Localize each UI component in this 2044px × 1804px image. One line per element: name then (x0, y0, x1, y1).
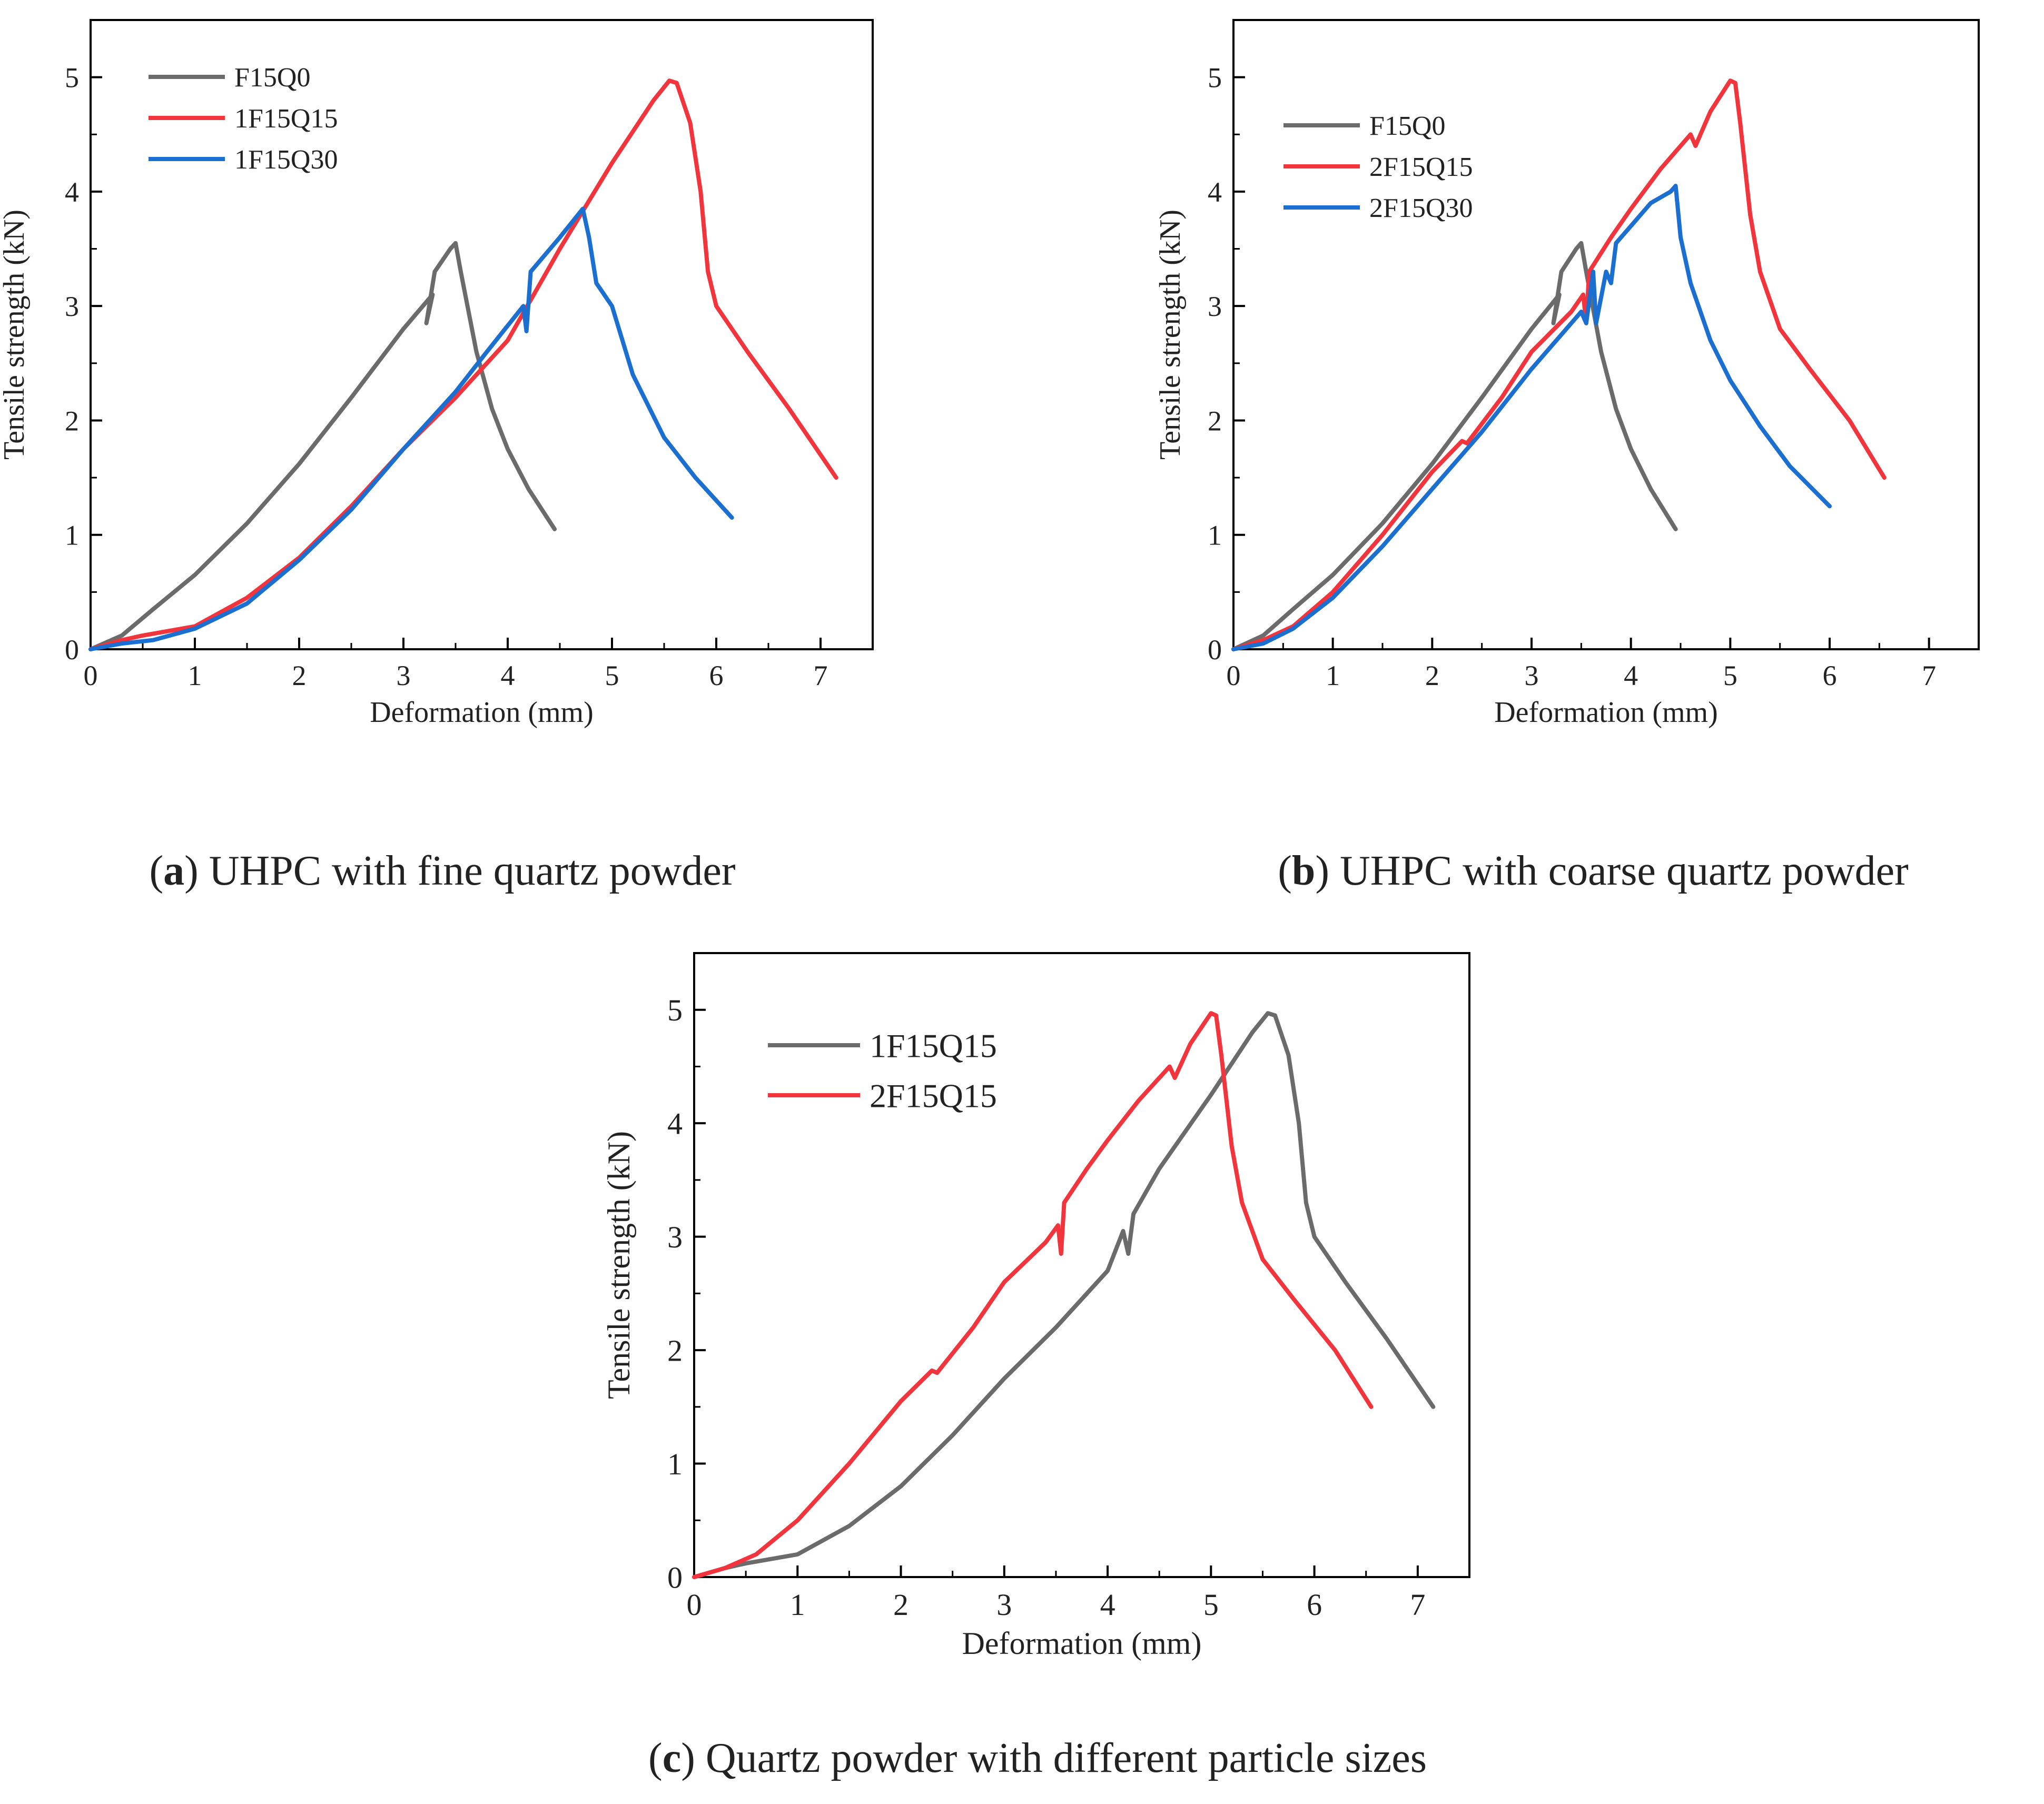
plot-frame (1232, 19, 1980, 650)
x-axis-label: Deformation (mm) (370, 696, 594, 729)
y-tick-label: 0 (1208, 634, 1222, 666)
y-tick-label: 2 (65, 405, 79, 437)
y-tick-label: 1 (667, 1447, 683, 1481)
legend-label: 1F15Q30 (234, 145, 338, 175)
y-tick-label: 3 (667, 1220, 683, 1254)
series-line-f15q0 (88, 241, 557, 651)
y-tick-label: 1 (1208, 520, 1222, 551)
y-tick-label: 1 (65, 520, 79, 551)
caption-b: (b) UHPC with coarse quartz powder (1278, 848, 1909, 894)
x-tick-label: 3 (397, 660, 411, 691)
series-line-2f15q30 (1231, 184, 1832, 651)
series-line-f15q0 (1231, 241, 1678, 651)
y-axis-label: Tensile strength (kN) (0, 210, 31, 460)
legend-label: 2F15Q15 (1369, 152, 1473, 182)
x-axis-label: Deformation (mm) (962, 1626, 1202, 1661)
x-tick-label: 4 (1100, 1588, 1115, 1622)
legend-label: 1F15Q15 (870, 1027, 997, 1064)
series-line-1f15q15 (88, 78, 838, 651)
x-tick-label: 7 (814, 660, 828, 691)
x-tick-label: 7 (1922, 660, 1936, 691)
series-line-1f15q30 (88, 206, 734, 651)
caption-a: (a) UHPC with fine quartz powder (149, 848, 735, 894)
x-tick-label: 1 (1326, 660, 1340, 691)
x-tick-label: 6 (1823, 660, 1837, 691)
x-tick-label: 3 (996, 1588, 1012, 1622)
y-tick-label: 4 (65, 176, 79, 208)
x-tick-label: 5 (1203, 1588, 1219, 1622)
legend-label: F15Q0 (234, 63, 310, 93)
y-tick-label: 2 (667, 1333, 683, 1367)
y-tick-label: 5 (65, 62, 79, 94)
x-tick-label: 2 (1425, 660, 1439, 691)
series-line-2f15q15 (1231, 78, 1887, 651)
y-axis-label: Tensile strength (kN) (601, 1131, 636, 1399)
x-tick-label: 5 (1723, 660, 1737, 691)
y-tick-label: 3 (1208, 291, 1222, 322)
series-line-2f15q15 (692, 1011, 1374, 1579)
x-tick-label: 0 (84, 660, 98, 691)
y-tick-label: 0 (65, 634, 79, 666)
x-tick-label: 1 (790, 1588, 805, 1622)
y-tick-label: 5 (667, 993, 683, 1027)
series-line-1f15q15 (692, 1011, 1436, 1579)
legend-label: F15Q0 (1369, 111, 1445, 141)
legend-label: 1F15Q15 (234, 104, 338, 134)
x-tick-label: 2 (292, 660, 307, 691)
x-tick-label: 6 (1307, 1588, 1322, 1622)
x-tick-label: 4 (501, 660, 515, 691)
x-axis-label: Deformation (mm) (1494, 696, 1718, 729)
chart-panel-a: 0 1 2 3 4 5 6 7 0 1 2 3 4 5 Deformation (mm) Tensile st… (0, 19, 874, 729)
x-tick-label: 6 (709, 660, 724, 691)
plot-frame (90, 19, 874, 650)
y-tick-label: 2 (1208, 405, 1222, 437)
y-tick-label: 4 (1208, 176, 1222, 208)
x-tick-label: 5 (605, 660, 619, 691)
x-tick-label: 0 (687, 1588, 702, 1622)
plot-frame (693, 952, 1470, 1578)
x-tick-label: 4 (1624, 660, 1638, 691)
y-tick-label: 0 (667, 1560, 683, 1594)
x-tick-label: 1 (188, 660, 202, 691)
y-axis-label: Tensile strength (kN) (1154, 210, 1187, 460)
legend-label: 2F15Q15 (870, 1077, 997, 1114)
caption-c: (c) Quartz powder with different particl… (648, 1735, 1427, 1781)
x-tick-label: 3 (1525, 660, 1539, 691)
legend-label: 2F15Q30 (1369, 193, 1473, 223)
y-tick-label: 4 (667, 1106, 683, 1141)
y-tick-label: 3 (65, 291, 79, 322)
x-tick-label: 0 (1227, 660, 1241, 691)
x-tick-label: 7 (1410, 1588, 1425, 1622)
x-tick-label: 2 (893, 1588, 909, 1622)
y-tick-label: 5 (1208, 62, 1222, 94)
